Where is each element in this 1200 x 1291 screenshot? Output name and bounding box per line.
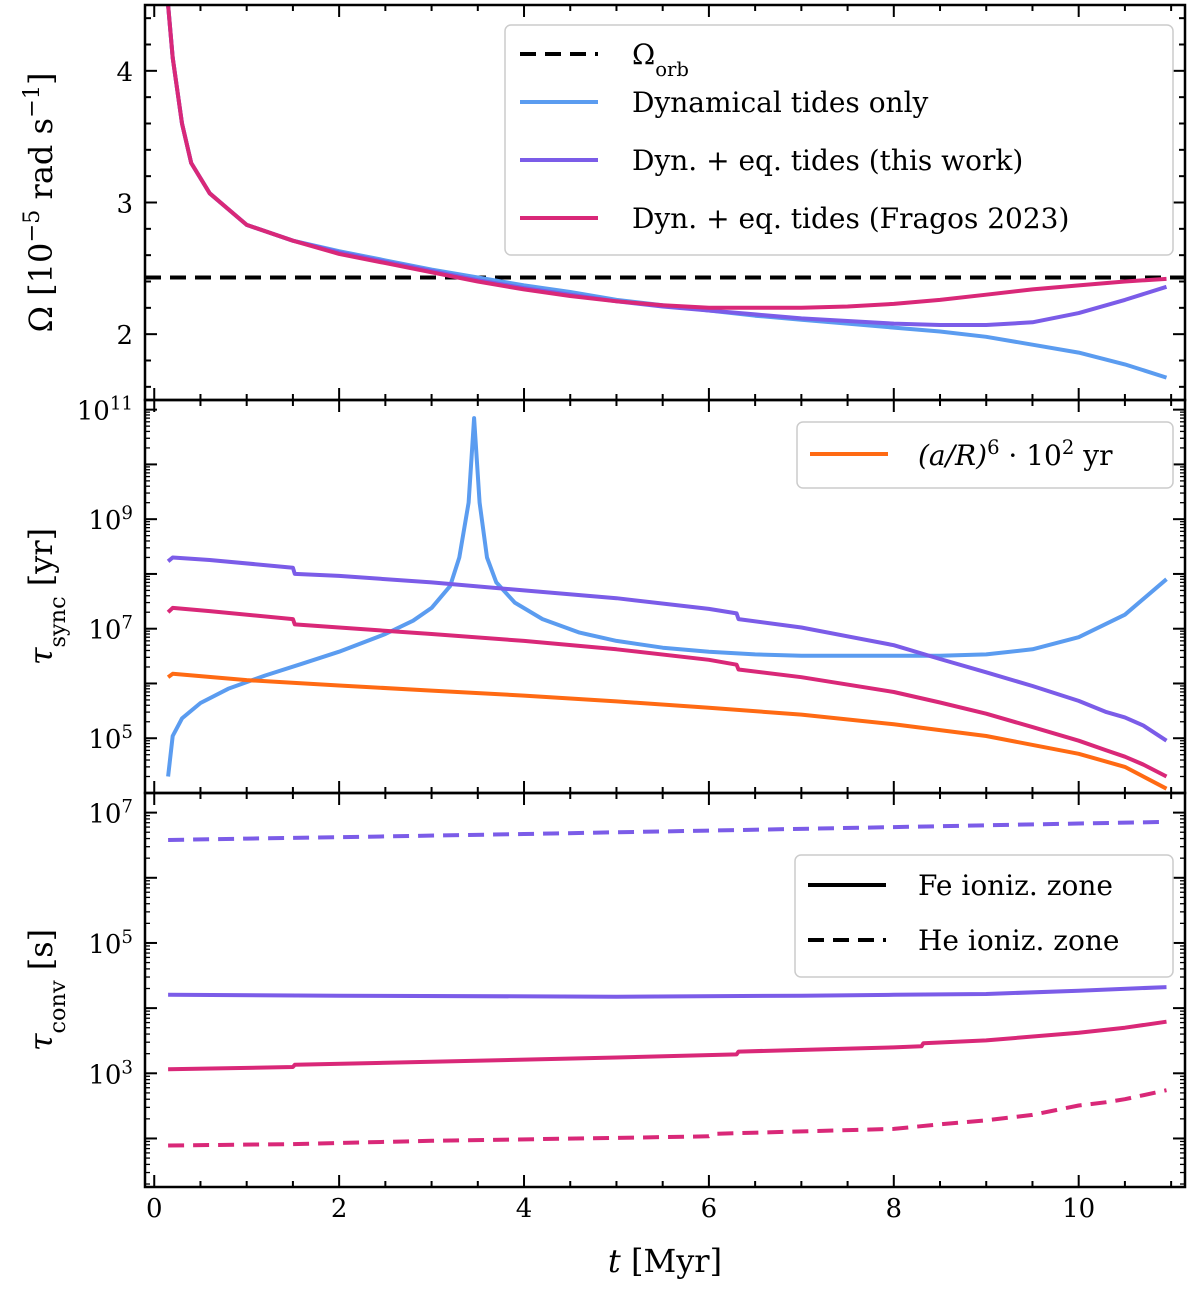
omega-legend <box>504 24 1174 256</box>
tsync-legend <box>796 421 1174 489</box>
x-tick-label: 10 <box>1062 1194 1095 1224</box>
x-tick-label: 6 <box>701 1194 718 1224</box>
x-tick-label: 0 <box>146 1194 163 1224</box>
tconv-legend <box>794 854 1174 978</box>
tsync-y-tick-label: 109 <box>88 503 133 537</box>
omega-y-tick-label: 2 <box>116 321 133 351</box>
tconv-y-tick-label: 107 <box>88 796 133 830</box>
omega-series-group <box>145 5 1185 380</box>
tsync-series-3-line <box>166 671 1168 791</box>
tsync-series-1-line <box>166 555 1168 743</box>
tconv-axes-frame <box>143 791 1187 1189</box>
tconv-legend-label: Fe ioniz. zone <box>918 869 1113 902</box>
x-tick-label: 8 <box>886 1194 903 1224</box>
omega-legend-label: Dyn. + eq. tides (Fragos 2023) <box>632 202 1069 235</box>
omega-y-axis-label: Ω [10−5 rad s−1] <box>19 72 60 332</box>
omega-series-3-line <box>166 5 1167 310</box>
omega-y-tick-label: 4 <box>116 58 133 88</box>
tconv-series-3-line <box>168 1088 1167 1148</box>
x-axis-label: t [Myr] <box>608 1242 722 1280</box>
omega-legend-label: Ωorb <box>632 38 689 81</box>
x-tick-label: 2 <box>331 1194 348 1224</box>
tsync-y-axis-label: τsync [yr] <box>22 528 71 665</box>
tconv-series-0-line <box>168 819 1167 842</box>
tsync-y-tick-label: 1011 <box>77 393 133 427</box>
tconv-series-1-line <box>168 985 1167 999</box>
omega-legend-label: Dynamical tides only <box>632 86 929 119</box>
x-tick-label: 4 <box>516 1194 533 1224</box>
tsync-y-tick-label: 107 <box>88 612 133 646</box>
tconv-series-2-line <box>168 1019 1167 1072</box>
tsync-series-group <box>166 416 1168 791</box>
tconv-series-group <box>168 819 1167 1148</box>
tconv-y-axis-label: τconv [s] <box>22 929 71 1051</box>
omega-y-tick-label: 3 <box>116 190 133 220</box>
tconv-y-tick-label: 103 <box>88 1057 133 1091</box>
tconv-y-tick-label: 105 <box>88 926 133 960</box>
tconv-legend-label: He ioniz. zone <box>918 924 1119 957</box>
tsync-legend-label: (a/R)6 · 102 yr <box>918 436 1113 473</box>
omega-legend-label: Dyn. + eq. tides (this work) <box>632 144 1023 177</box>
tsync-series-0-line <box>166 416 1168 777</box>
tsync-series-2-line <box>166 605 1168 779</box>
tsync-y-tick-label: 105 <box>88 722 133 756</box>
